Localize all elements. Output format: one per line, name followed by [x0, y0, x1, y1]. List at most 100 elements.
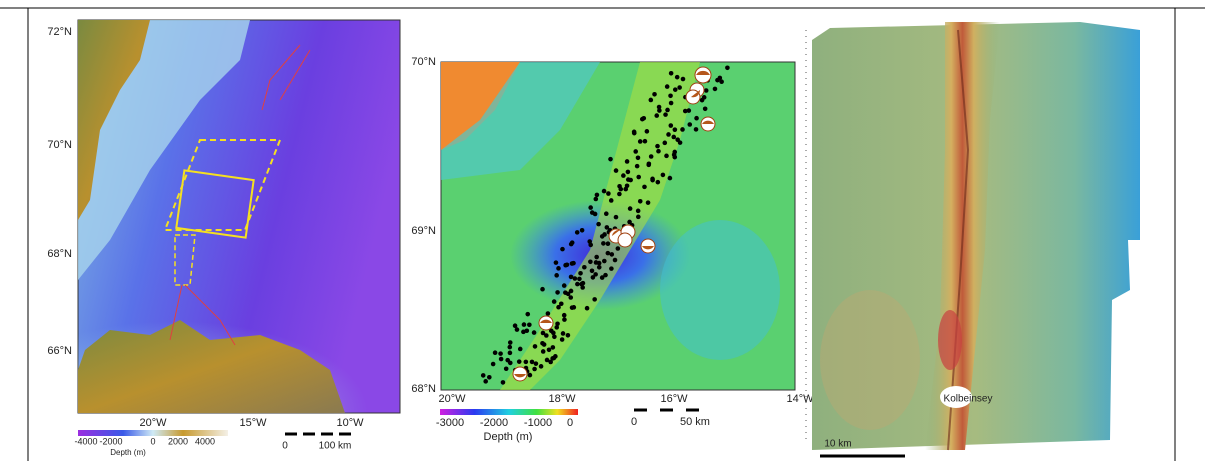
earthquake	[636, 209, 641, 214]
earthquake	[661, 173, 666, 178]
earthquake	[575, 230, 580, 235]
earthquake	[565, 263, 570, 268]
earthquake	[649, 154, 654, 159]
earthquake	[609, 252, 614, 257]
lon-label: 14°W	[786, 393, 814, 405]
earthquake	[605, 225, 610, 230]
earthquake	[666, 132, 671, 137]
earthquake	[628, 206, 633, 211]
earthquake	[662, 141, 667, 146]
earthquake	[499, 357, 504, 362]
earthquake	[626, 170, 631, 175]
earthquake	[725, 65, 730, 70]
earthquake	[524, 360, 529, 365]
lat-label: 68°N	[411, 383, 436, 395]
earthquake	[652, 92, 657, 97]
earthquake	[655, 144, 660, 149]
earthquake	[673, 127, 678, 132]
earthquake	[645, 129, 650, 134]
earthquake	[657, 105, 662, 110]
earthquake	[616, 246, 621, 251]
earthquake	[614, 215, 619, 220]
earthquake	[554, 273, 559, 278]
earthquake	[633, 149, 638, 154]
panel-b: 70°N 69°N 68°N 20°W 18°W 16°W 14°W -3000…	[411, 56, 814, 443]
earthquake	[578, 271, 583, 276]
earthquake	[527, 322, 532, 327]
earthquake	[613, 258, 618, 263]
earthquake	[507, 345, 512, 350]
earthquake	[704, 88, 709, 93]
earthquake	[694, 127, 699, 132]
earthquake	[650, 178, 655, 183]
earthquake	[560, 337, 565, 342]
earthquake	[554, 260, 559, 265]
earthquake	[483, 379, 488, 384]
earthquake	[668, 93, 673, 98]
earthquake	[547, 347, 552, 352]
earthquake	[571, 261, 576, 266]
earthquake	[606, 251, 611, 256]
earthquake	[669, 101, 674, 106]
colorbar-label: -3000	[436, 417, 464, 429]
earthquake	[683, 109, 688, 114]
earthquake	[562, 313, 567, 318]
earthquake	[656, 149, 661, 154]
scale-label: 100 km	[319, 441, 352, 452]
figure: 72°N 70°N 68°N 66°N 20°W 15°W 10°W -4000…	[0, 0, 1205, 461]
earthquake	[551, 331, 556, 336]
scale-label: 50 km	[680, 416, 710, 428]
scale-label: 0	[282, 441, 288, 452]
earthquake	[539, 364, 544, 369]
earthquake	[566, 333, 571, 338]
earthquake	[703, 107, 708, 112]
earthquake	[532, 330, 537, 335]
earthquake	[625, 159, 630, 164]
earthquake	[713, 87, 718, 92]
earthquake	[594, 197, 599, 202]
colorbar	[78, 430, 228, 436]
earthquake	[672, 155, 677, 160]
earthquake	[518, 347, 523, 352]
earthquake	[487, 375, 492, 380]
earthquake	[552, 299, 557, 304]
earthquake	[590, 269, 595, 274]
earthquake	[597, 261, 602, 266]
earthquake	[525, 328, 530, 333]
lon-label: 18°W	[548, 393, 576, 405]
earthquake	[636, 215, 641, 220]
earthquake	[522, 322, 527, 327]
earthquake	[561, 331, 566, 336]
colorbar-label: -2000	[99, 436, 122, 446]
earthquake	[673, 87, 678, 92]
colorbar	[440, 409, 578, 415]
earthquake	[601, 241, 606, 246]
earthquake	[677, 85, 682, 90]
earthquake	[545, 358, 550, 363]
earthquake	[585, 306, 590, 311]
earthquake	[501, 380, 506, 385]
earthquake	[719, 79, 724, 84]
earthquake	[643, 139, 648, 144]
place-label: Kolbeinsey	[944, 394, 993, 405]
lon-label: 20°W	[438, 393, 466, 405]
earthquake	[636, 156, 641, 161]
lat-label: 68°N	[47, 248, 72, 260]
earthquake	[581, 281, 586, 286]
earthquake	[580, 228, 585, 233]
earthquake	[680, 127, 685, 132]
colorbar-title: Depth (m)	[110, 448, 146, 457]
earthquake	[532, 367, 537, 372]
earthquake	[609, 266, 614, 271]
colorbar-label: -2000	[480, 417, 508, 429]
earthquake	[525, 312, 530, 317]
earthquake	[694, 116, 699, 121]
earthquake	[569, 242, 574, 247]
earthquake	[575, 282, 580, 287]
lon-label: 10°W	[336, 417, 364, 429]
earthquake	[646, 200, 651, 205]
scale-label: 0	[631, 416, 637, 428]
earthquake	[626, 177, 631, 182]
earthquake	[632, 131, 637, 136]
earthquake	[588, 259, 593, 264]
